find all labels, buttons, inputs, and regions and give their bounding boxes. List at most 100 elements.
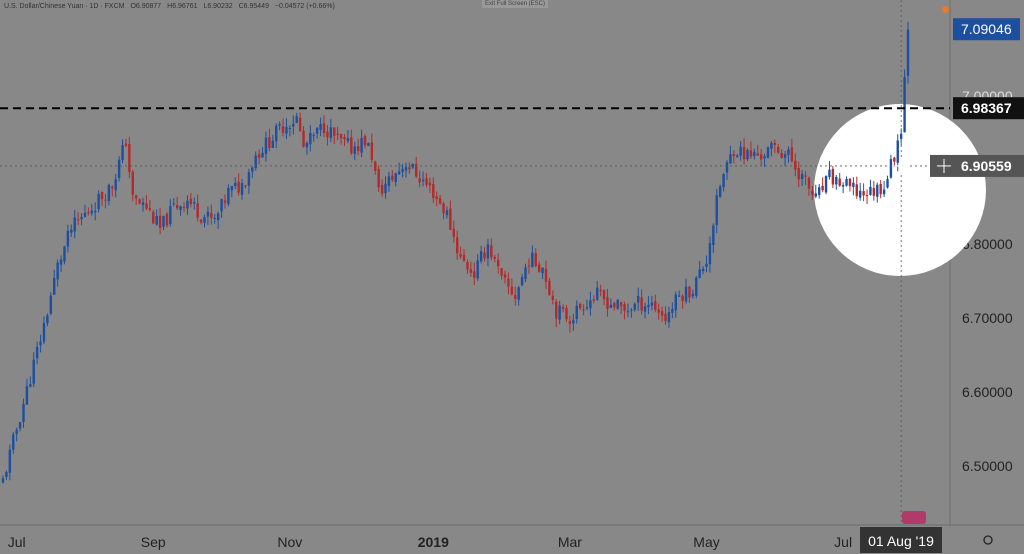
- candle: [623, 304, 626, 311]
- y-tick-label: 6.50000: [962, 458, 1013, 474]
- candle: [339, 134, 343, 139]
- candle: [572, 320, 575, 324]
- candle: [305, 143, 309, 148]
- candle: [763, 156, 766, 159]
- candle: [261, 152, 264, 158]
- candle: [319, 124, 322, 130]
- candle: [739, 146, 742, 156]
- candle: [5, 472, 8, 478]
- alert-dot-icon[interactable]: [942, 6, 949, 13]
- candle: [787, 149, 790, 155]
- candle: [326, 131, 329, 138]
- candle: [387, 176, 391, 186]
- candle: [582, 309, 585, 311]
- candle: [12, 434, 15, 450]
- candle: [22, 403, 25, 422]
- candle: [360, 137, 363, 153]
- candle: [630, 309, 633, 311]
- candle: [756, 153, 759, 156]
- candle: [701, 268, 705, 272]
- candle: [838, 178, 841, 186]
- time-label-bg: [860, 527, 942, 553]
- settings-gear-icon: [983, 535, 993, 545]
- candle: [503, 274, 507, 278]
- highlight-circle: [814, 104, 986, 276]
- candle: [722, 174, 725, 188]
- candle: [370, 142, 374, 160]
- candle: [794, 160, 797, 170]
- candle: [203, 216, 206, 223]
- candle: [876, 184, 879, 197]
- candle: [551, 295, 555, 300]
- candle: [578, 304, 582, 309]
- last-price-label: 7.09046: [961, 21, 1012, 37]
- symbol-header[interactable]: U.S. Dollar/Chinese Yuan · 1D · FXCM O6.…: [4, 3, 339, 10]
- candle: [251, 167, 254, 172]
- candle: [677, 295, 681, 297]
- candle: [811, 190, 814, 195]
- candle: [346, 138, 350, 142]
- candle: [548, 280, 551, 295]
- candle: [404, 167, 408, 171]
- candle: [749, 150, 753, 157]
- candle: [377, 168, 380, 188]
- candle: [828, 169, 831, 178]
- candle: [862, 191, 865, 196]
- exit-fullscreen-hint[interactable]: Exit Full Screen (ESC): [482, 0, 549, 8]
- candle: [292, 123, 295, 127]
- candle: [695, 277, 698, 296]
- candle: [83, 212, 87, 217]
- last-price-label-bg: [953, 18, 1020, 41]
- candle: [15, 429, 18, 435]
- candle: [421, 179, 425, 182]
- candle: [865, 195, 869, 197]
- candle: [415, 163, 418, 177]
- candle: [295, 116, 298, 123]
- candle: [302, 130, 305, 147]
- candle: [637, 295, 640, 303]
- candle: [141, 202, 145, 205]
- candle: [742, 147, 746, 160]
- candle: [804, 175, 807, 177]
- candle: [158, 215, 162, 228]
- candle: [496, 259, 500, 267]
- candle: [172, 203, 175, 205]
- candle: [281, 126, 285, 133]
- candle: [469, 269, 473, 273]
- candle: [725, 162, 729, 173]
- candle: [845, 179, 848, 186]
- candle: [73, 217, 76, 232]
- candle: [288, 128, 292, 130]
- candle: [234, 182, 237, 187]
- candle: [104, 199, 107, 201]
- candle: [391, 175, 394, 181]
- candle: [640, 297, 643, 311]
- candle: [507, 278, 510, 287]
- candle: [53, 278, 56, 295]
- candle: [148, 208, 152, 210]
- candle: [708, 243, 712, 265]
- candle: [596, 287, 599, 300]
- candle: [264, 137, 268, 154]
- candle: [558, 305, 561, 320]
- candle: [565, 308, 568, 320]
- candle: [606, 297, 609, 309]
- candle: [131, 171, 134, 195]
- x-tick-label: 2019: [418, 534, 449, 550]
- candle: [111, 186, 114, 189]
- candle: [619, 302, 623, 307]
- candle: [841, 185, 845, 187]
- candle: [657, 309, 660, 313]
- candle: [616, 299, 619, 309]
- candle: [42, 323, 46, 342]
- candle: [609, 304, 613, 309]
- candle: [476, 260, 479, 279]
- candle: [456, 237, 459, 254]
- candle: [585, 307, 589, 309]
- symbol-title[interactable]: U.S. Dollar/Chinese Yuan · 1D · FXCM: [4, 3, 125, 10]
- candle: [524, 267, 527, 280]
- candle: [175, 205, 179, 209]
